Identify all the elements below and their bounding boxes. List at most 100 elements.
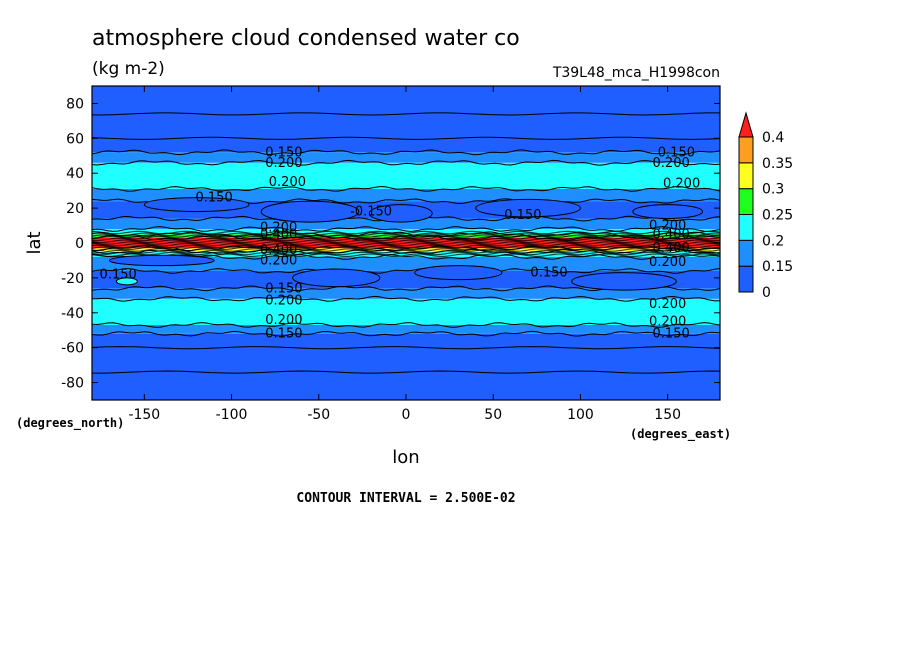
contour-line-13: [92, 185, 720, 192]
heatmap-feature-0: [260, 200, 360, 223]
x-unit-label: (degrees_east): [630, 427, 731, 442]
contour-label-21: 0.200: [265, 313, 302, 328]
heatmap-feature-7: [571, 272, 677, 291]
heatmap-feature-6: [414, 265, 503, 281]
heatmap-band-0: [92, 333, 720, 400]
heatmap-feature-2: [475, 198, 581, 218]
equatorial-contour-3: [92, 248, 720, 252]
y-tick-label-2: 40: [66, 166, 84, 182]
contour-label-9: 0.200: [260, 220, 297, 235]
heatmap-band-5: [92, 256, 720, 271]
y-unit-label: (degrees_north): [16, 416, 124, 431]
contour-line-14: [92, 159, 720, 166]
x-tick-label-3: 0: [402, 407, 411, 423]
contour-label-11: 0.400: [260, 243, 297, 258]
equatorial-contour-0: [92, 253, 720, 257]
heatmap-feature-5: [292, 268, 381, 288]
heatmap-feature-3: [632, 204, 704, 220]
equatorial-contour-7: [92, 241, 720, 245]
colorbar: 0 0.15 0.2 0.25 0.3 0.35 0.4: [738, 111, 793, 301]
equatorial-contour-11: [92, 234, 720, 238]
heatmap-feature-8: [108, 254, 215, 267]
colorbar-swatch-3: [738, 188, 754, 216]
heatmap-band-2: [92, 298, 720, 325]
contour-line-2: [92, 295, 720, 302]
contour-label-7: 0.200: [653, 156, 690, 171]
y-tick-label-5: -20: [61, 271, 84, 287]
contour-label-20: 0.200: [265, 294, 302, 309]
equatorial-contour-10: [92, 235, 720, 240]
colorbar-label-2: 0.2: [762, 233, 784, 249]
equatorial-contour-1: [92, 251, 720, 256]
colorbar-label-5: 0.35: [762, 156, 793, 172]
contour-label-5: 0.150: [504, 208, 541, 223]
colorbar-label-6: 0.4: [762, 130, 784, 146]
contour-label-24: 0.200: [649, 315, 686, 330]
equatorial-contour-8: [92, 239, 720, 244]
x-tick-label-5: 100: [567, 407, 594, 423]
contour-label-23: 0.200: [649, 297, 686, 312]
heatmap-feature-1: [368, 204, 433, 223]
contour-label-15: 0.400: [653, 241, 690, 256]
contour-label-14: 0.400: [653, 227, 690, 242]
equatorial-contour-12: [92, 232, 720, 237]
contour-label-22: 0.150: [265, 327, 302, 342]
contour-line-extra-2: [92, 136, 720, 140]
contour-label-4: -0.150: [350, 205, 392, 220]
contour-label-25: 0.150: [653, 327, 690, 342]
y-axis-label: lat: [24, 231, 45, 254]
colorbar-label-4: 0.3: [762, 182, 784, 198]
equatorial-contour-5: [92, 244, 720, 249]
contour-line-extra-1: [92, 346, 720, 350]
heatmap-band-15: [92, 152, 720, 163]
colorbar-swatch-2: [738, 214, 754, 241]
contour-label-12: 0.200: [260, 253, 297, 268]
colorbar-swatch-4: [738, 162, 754, 190]
run-id: T39L48_mca_H1998con: [552, 65, 720, 81]
contour-label-3: 0.150: [196, 191, 233, 206]
heatmap-band-3: [92, 288, 720, 299]
colorbar-extend-arrow: [738, 111, 754, 138]
contour-label-2: 0.200: [269, 175, 306, 190]
equatorial-contour-9: [92, 237, 720, 242]
x-tick-label-6: 150: [654, 407, 681, 423]
contour-label-16: 0.200: [649, 255, 686, 270]
contour-label-13: 0.200: [649, 219, 686, 234]
contour-line-4: [92, 268, 720, 274]
y-tick-label-1: 60: [66, 131, 84, 147]
equatorial-contour-2: [92, 249, 720, 254]
y-tick-label-8: -80: [61, 376, 84, 392]
contour-label-8: 0.200: [663, 177, 700, 192]
contour-label-1: 0.200: [265, 156, 302, 171]
heatmap-band-10: [92, 229, 720, 235]
colorbar-label-3: 0.25: [762, 208, 793, 224]
heatmap-band-16: [92, 86, 720, 153]
equatorial-contour-4: [92, 246, 720, 251]
contour-label-17: 0.150: [100, 267, 137, 282]
contour-label-0: 0.150: [265, 145, 302, 160]
heatmap-band-14: [92, 162, 720, 189]
chart-title: atmosphere cloud condensed water co: [92, 26, 520, 51]
heatmap-band-11: [92, 218, 720, 230]
heatmap-band-4: [92, 270, 720, 289]
contour-line-15: [92, 149, 720, 156]
heatmap-band-13: [92, 188, 720, 202]
y-axis-ticks: 80 60 40 20 0 -20 -40 -60 -80: [61, 96, 720, 392]
contour-line-1: [92, 322, 720, 328]
colorbar-swatch-0: [738, 265, 754, 293]
contour-label-10: 0.400: [260, 227, 297, 242]
heatmap-feature-4: [143, 197, 250, 213]
contour-label-19: 0.150: [265, 281, 302, 296]
y-tick-label-3: 20: [66, 201, 84, 217]
equatorial-contour-6: [92, 242, 720, 247]
contour-line-extra-3: [92, 112, 720, 116]
x-axis-ticks: -150 -100 -50 0 50 100 150: [128, 86, 681, 423]
y-tick-label-4: 0: [75, 236, 84, 252]
heatmap-band-1: [92, 324, 720, 334]
x-tick-label-0: -150: [128, 407, 160, 423]
x-axis-label: lon: [392, 447, 419, 468]
contour-label-6: 0.150: [658, 145, 695, 160]
colorbar-swatch-5: [738, 136, 754, 164]
